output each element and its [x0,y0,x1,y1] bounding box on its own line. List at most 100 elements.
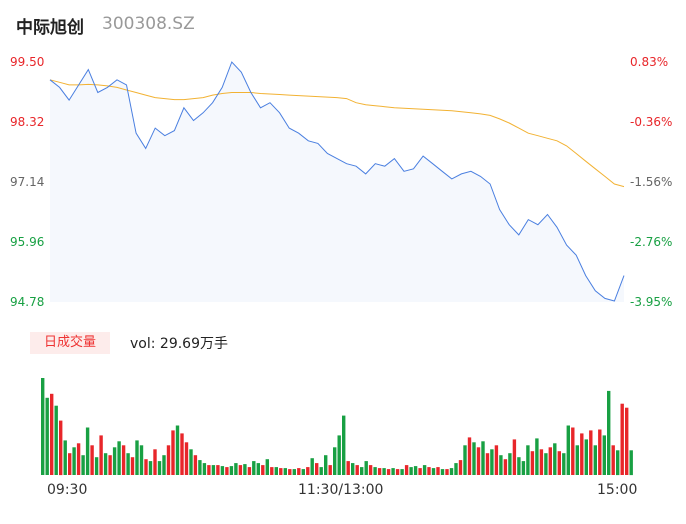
volume-bar [481,441,485,475]
volume-bar [620,403,624,475]
volume-bar [553,443,557,475]
volume-bar [602,435,606,475]
volume-bar [270,467,274,475]
volume-bar [166,445,171,475]
volume-bar [629,450,633,476]
volume-bar [589,430,593,475]
volume-bar [418,468,422,475]
volume-bar [283,468,287,475]
volume-bar [535,438,539,475]
volume-bar [261,465,265,475]
volume-bar [494,445,499,475]
volume-bar [193,455,198,475]
volume-bar [328,465,332,475]
volume-bar [85,427,90,475]
volume-bar [463,445,467,475]
volume-bar [252,461,256,475]
price-tick-4: 95.96 [10,235,45,249]
volume-bar [99,435,103,475]
volume-bar [404,465,409,475]
volume-bar [153,449,157,475]
volume-bar [360,467,364,475]
volume-bar [575,445,579,475]
volume-bar [288,469,292,475]
volume-bar [351,463,355,475]
volume-bar [566,425,570,475]
volume-bar [440,469,445,475]
volume-bar [144,459,148,475]
volume-bar [530,451,535,475]
pct-tick-1: 0.83% [630,55,669,69]
volume-bar [409,467,413,475]
volume-bar [76,443,81,475]
pct-tick-2: -0.36% [630,115,673,129]
volume-bar [162,455,166,475]
volume-bar [148,461,153,475]
volume-bar [63,440,67,475]
volume-bar [256,463,260,475]
volume-bar [364,461,368,475]
volume-bar [72,447,76,475]
volume-bar [306,467,310,475]
volume-bar [202,463,207,475]
pct-tick-3: -1.56% [630,175,673,189]
volume-bar [94,457,99,475]
volume-bar [50,393,54,475]
volume-bar [490,449,494,475]
volume-bar [108,455,112,475]
volume-bar [625,407,629,475]
volume-bar [117,441,121,475]
volume-bar [126,453,130,475]
price-area [50,62,624,302]
volume-bar [485,453,490,475]
volume-bar [198,460,202,475]
volume-bar [571,427,575,475]
volume-bar [279,468,283,475]
price-tick-5: 94.78 [10,295,45,309]
x-tick-open: 09:30 [47,482,88,498]
volume-bar [508,453,512,475]
volume-bar [391,468,395,475]
volume-bar [427,467,431,475]
volume-bar [238,465,243,475]
price-tick-3: 97.14 [10,175,45,189]
volume-bar [157,461,162,475]
volume-bar [139,445,144,475]
volume-bar [90,445,94,475]
volume-bar [598,429,602,475]
volume-bar [216,465,220,475]
volume-bar [180,433,184,475]
volume-bar [377,468,382,475]
volume-bar [346,461,350,475]
volume-bar [548,447,552,475]
volume-bar [499,455,503,475]
volume-bar [503,459,508,475]
volume-bar [436,467,440,475]
volume-bar [243,464,247,475]
volume-bar [211,465,216,475]
volume-bar [247,467,252,475]
volume-bar [265,459,269,475]
volume-bar [319,467,323,475]
volume-bar [593,445,597,475]
volume-bar [476,447,481,475]
volume-bar [130,457,135,475]
volume-bar [382,468,386,475]
volume-bar [517,457,521,475]
volume-bar [135,440,139,475]
price-line [49,61,625,302]
pct-tick-4: -2.76% [630,235,673,249]
volume-bar [521,461,526,475]
volume-bar [175,425,180,475]
volume-bar [472,442,476,475]
volume-bar [557,451,561,475]
volume-bar [400,469,404,475]
volume-bar [297,468,301,475]
volume-bar [45,397,49,475]
volume-bar [324,455,328,475]
volume-bar [59,420,63,476]
volume-tab[interactable]: 日成交量 [30,332,110,354]
volume-bar [584,439,588,475]
volume-bar [458,460,463,475]
volume-bar [274,467,278,475]
